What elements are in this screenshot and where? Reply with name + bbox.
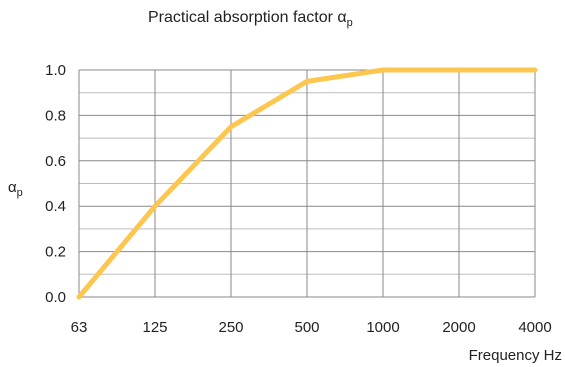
y-tick-label: 0.4 [45, 198, 66, 215]
data-point [381, 68, 385, 72]
data-point [533, 68, 537, 72]
y-axis-label: αp [8, 179, 23, 199]
chart-title: Practical absorption factor αp [148, 9, 353, 29]
series-layer [76, 67, 538, 300]
data-point [229, 124, 233, 129]
x-axis-label: Frequency Hz [469, 347, 562, 364]
data-point [457, 68, 461, 72]
y-tick-label: 0.6 [45, 153, 66, 170]
data-point [77, 295, 81, 299]
x-tick-label: 1000 [366, 319, 399, 336]
x-tick-labels: 63 125 250 500 1000 2000 4000 [71, 319, 552, 336]
x-tick-label: 4000 [518, 319, 551, 336]
grid-lines [78, 69, 536, 298]
y-tick-label: 1.0 [45, 62, 66, 79]
x-tick-label: 2000 [442, 319, 475, 336]
y-tick-labels: 0.0 0.2 0.4 0.6 0.8 1.0 [45, 62, 66, 306]
data-point [305, 79, 309, 84]
y-tick-label: 0.0 [45, 289, 66, 306]
x-tick-label: 500 [294, 319, 319, 336]
data-point [153, 204, 157, 209]
x-tick-label: 63 [71, 319, 88, 336]
x-tick-label: 125 [142, 319, 167, 336]
y-tick-label: 0.2 [45, 244, 66, 261]
x-tick-label: 250 [218, 319, 243, 336]
y-tick-label: 0.8 [45, 107, 66, 124]
